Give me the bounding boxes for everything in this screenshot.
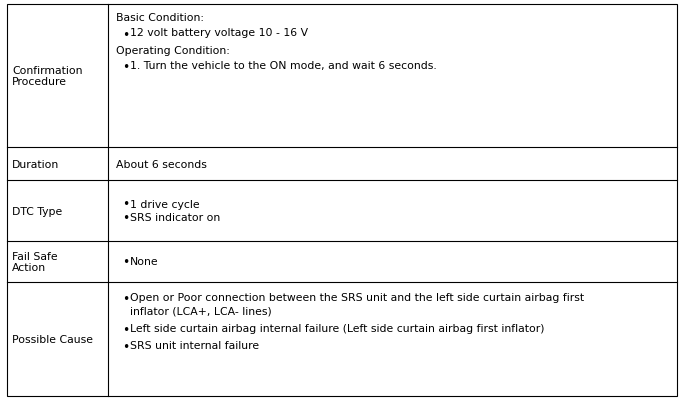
Text: About 6 seconds: About 6 seconds: [116, 160, 207, 170]
Text: Confirmation
Procedure: Confirmation Procedure: [12, 66, 82, 87]
Text: Left side curtain airbag internal failure (Left side curtain airbag first inflat: Left side curtain airbag internal failur…: [130, 323, 545, 333]
Text: Fail Safe
Action: Fail Safe Action: [12, 251, 58, 273]
Text: •: •: [122, 61, 129, 74]
Text: Duration: Duration: [12, 160, 59, 170]
Text: SRS indicator on: SRS indicator on: [130, 213, 221, 223]
Text: •: •: [122, 323, 129, 336]
Text: Open or Poor connection between the SRS unit and the left side curtain airbag fi: Open or Poor connection between the SRS …: [130, 292, 584, 302]
Text: inflator (LCA+, LCA- lines): inflator (LCA+, LCA- lines): [130, 306, 272, 316]
Text: Basic Condition:: Basic Condition:: [116, 13, 204, 23]
Text: 12 volt battery voltage 10 - 16 V: 12 volt battery voltage 10 - 16 V: [130, 28, 308, 38]
Text: 1. Turn the vehicle to the ON mode, and wait 6 seconds.: 1. Turn the vehicle to the ON mode, and …: [130, 61, 437, 71]
Text: •: •: [122, 28, 129, 41]
Text: 1 drive cycle: 1 drive cycle: [130, 199, 199, 209]
Text: •: •: [122, 292, 129, 305]
Text: None: None: [130, 257, 159, 267]
Text: Possible Cause: Possible Cause: [12, 334, 93, 344]
Text: •: •: [122, 340, 129, 354]
Text: SRS unit internal failure: SRS unit internal failure: [130, 340, 259, 350]
Text: •: •: [122, 211, 129, 225]
Text: •: •: [122, 198, 129, 211]
Text: •: •: [122, 255, 129, 268]
Text: Operating Condition:: Operating Condition:: [116, 46, 230, 56]
Text: DTC Type: DTC Type: [12, 206, 62, 216]
